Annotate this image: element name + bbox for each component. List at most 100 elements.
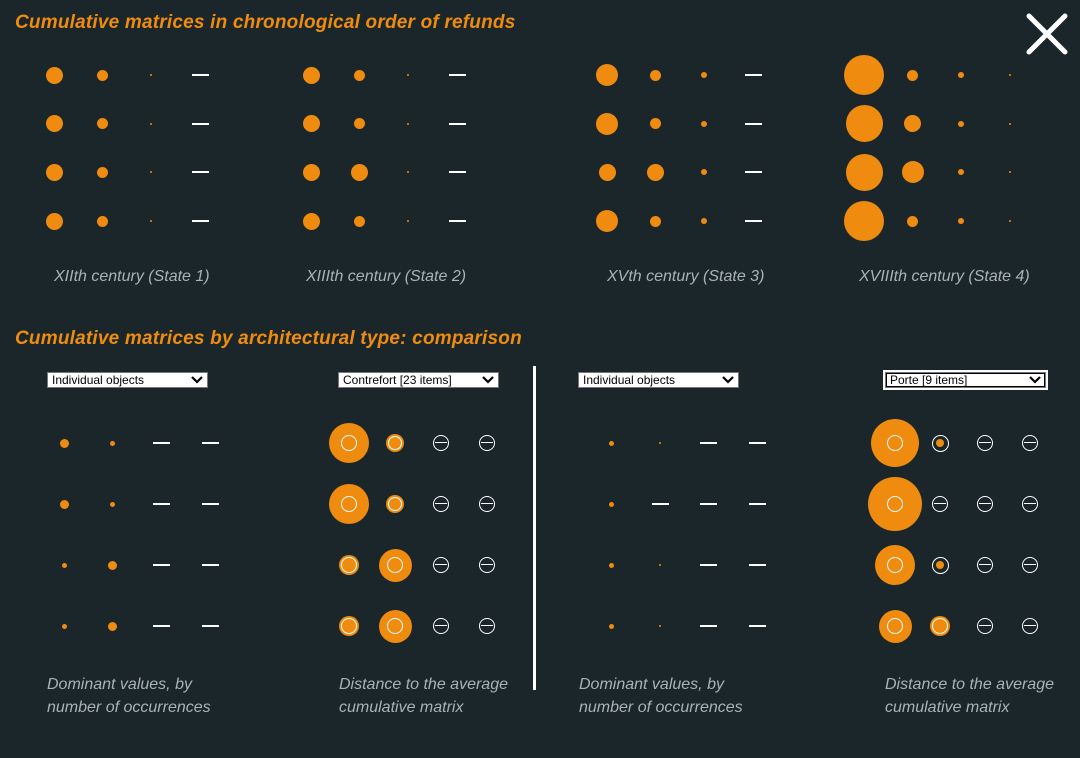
panel-caption-right-2: Distance to the average cumulative matri… [885, 673, 1054, 719]
matrix-cell-bar [748, 442, 766, 444]
matrix-cell-dot [110, 440, 115, 446]
type-select-right-1[interactable]: Individual objects [578, 372, 739, 388]
matrix-cell-bar [700, 625, 717, 627]
type-select-right-2[interactable]: Porte [9 items] [883, 370, 1048, 390]
caption-line: Dominant values, by [47, 676, 192, 693]
matrix-cell-dot [150, 122, 152, 125]
matrix-cell-dot [59, 499, 69, 509]
matrix-cell-dot [907, 69, 918, 81]
matrix-cell-bar [748, 625, 766, 627]
matrix-cell-ring [388, 497, 402, 511]
matrix-cell-bar [744, 171, 762, 174]
close-button[interactable] [1024, 11, 1070, 57]
matrix-cell-dot [61, 623, 67, 629]
matrix-cell-dot [608, 501, 614, 507]
matrix-cell-dot [108, 560, 117, 570]
chevron-down-icon [722, 376, 734, 384]
matrix-cell-dot [407, 122, 409, 125]
matrix-cell-dot [1008, 220, 1011, 223]
matrix-cell-bar [448, 220, 466, 223]
matrix-cell-bar [191, 122, 209, 125]
matrix-cell-bar [651, 503, 669, 505]
matrix-cell-bar [448, 122, 466, 125]
matrix-cell-dot [97, 118, 108, 130]
matrix-cell-negative [433, 618, 449, 634]
matrix-cell-dot [61, 562, 67, 568]
matrix-cell-ring [887, 618, 903, 634]
matrix-cell-dot [150, 220, 152, 223]
matrix-cell-bar [744, 74, 762, 76]
matrix-cell-ring [931, 556, 949, 574]
matrix-cell-negative [1022, 557, 1038, 573]
matrix-cell-bar [748, 503, 766, 505]
chevron-down-icon [482, 376, 494, 384]
matrix-cell-ring [887, 557, 903, 573]
matrix-cell-bar [201, 503, 219, 505]
matrix-caption-state-1: XIIth century (State 1) [54, 268, 210, 285]
matrix-cell-bar [748, 564, 766, 566]
matrix-cell-dot [958, 218, 964, 225]
matrix-cell-dot [936, 439, 944, 447]
matrix-cell-dot [598, 163, 616, 181]
matrix-cell-bar [448, 171, 466, 174]
matrix-cell-dot [1008, 74, 1011, 76]
matrix-cell-ring [341, 496, 357, 512]
matrix-cell-negative [479, 496, 495, 512]
matrix-cell-bar [153, 564, 170, 566]
matrix-cell-bar [201, 564, 219, 566]
matrix-cell-dot [354, 118, 365, 130]
matrix-cell-dot [701, 120, 707, 127]
matrix-cell-dot [907, 215, 918, 227]
matrix-cell-ring [341, 618, 357, 634]
matrix-cell-ring [341, 557, 357, 573]
matrix-cell-negative [977, 557, 993, 573]
caption-line: Distance to the average [885, 676, 1054, 693]
matrix-cell-dot [1008, 171, 1011, 174]
matrix-cell-dot [150, 74, 152, 76]
matrix-cell-bar [153, 625, 170, 627]
chevron-down-icon [191, 376, 203, 384]
matrix-cell-dot [302, 115, 320, 133]
matrix-cell-negative [1022, 496, 1038, 512]
matrix-cell-dot [1008, 122, 1011, 125]
matrix-cell-negative [433, 496, 449, 512]
caption-line: number of occurrences [579, 699, 743, 716]
matrix-cell-dot [302, 212, 320, 230]
matrix-cell-dot [45, 115, 63, 133]
matrix-cell-dot [150, 171, 152, 174]
matrix-cell-dot [596, 210, 618, 233]
matrix-cell-ring [932, 618, 948, 634]
matrix-cell-bar [201, 625, 219, 627]
matrix-cell-dot [110, 501, 115, 507]
matrix-cell-dot [354, 69, 365, 81]
panel-caption-left-2: Distance to the average cumulative matri… [339, 673, 508, 719]
matrix-cell-bar [700, 503, 717, 505]
matrix-cell-ring [387, 557, 403, 573]
caption-line: Dominant values, by [579, 676, 724, 693]
matrix-cell-ring [887, 435, 903, 451]
matrix-cell-dot [608, 623, 614, 629]
matrix-cell-dot [407, 220, 409, 223]
matrix-cell-dot [901, 161, 924, 184]
type-select-left-1[interactable]: Individual objects [47, 372, 208, 388]
matrix-cell-negative [977, 435, 993, 451]
matrix-caption-state-4: XVIIIth century (State 4) [859, 268, 1030, 285]
type-select-value: Individual objects [583, 373, 676, 387]
matrix-cell-dot [108, 621, 117, 631]
matrix-cell-negative [479, 435, 495, 451]
matrix-cell-dot [936, 561, 944, 569]
matrix-cell-bar [191, 220, 209, 223]
matrix-cell-negative [977, 618, 993, 634]
matrix-cell-bar [153, 442, 170, 444]
type-select-left-2[interactable]: Contrefort [23 items] [338, 372, 499, 388]
matrix-cell-dot [97, 69, 108, 81]
matrix-cell-negative [932, 496, 948, 512]
chronological-section-title: Cumulative matrices in chronological ord… [15, 12, 516, 33]
matrix-cell-ring [388, 436, 402, 450]
matrix-cell-dot [596, 112, 618, 135]
matrix-caption-state-2: XIIIth century (State 2) [306, 268, 467, 285]
matrix-cell-dot [59, 438, 69, 448]
matrix-cell-dot [354, 215, 365, 227]
matrix-cell-dot [647, 163, 664, 181]
panel-divider [533, 366, 536, 690]
